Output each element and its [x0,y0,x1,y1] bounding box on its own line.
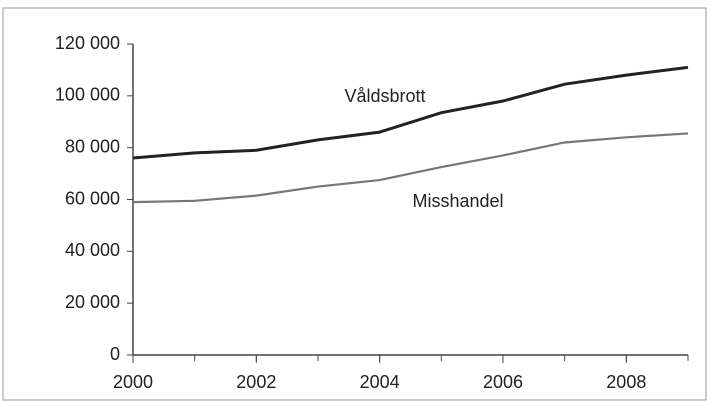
frame [2,7,707,401]
x-tick-label: 2008 [606,372,646,392]
y-tick-label: 20 000 [65,292,120,312]
y-tick-label: 80 000 [65,136,120,156]
y-tick-label: 40 000 [65,240,120,260]
y-tick-label: 60 000 [65,188,120,208]
series-line [132,65,689,160]
y-tick-label: 0 [110,344,120,364]
x-tick-label: 2004 [360,372,400,392]
x-tick-label: 2006 [483,372,523,392]
y-tick-label: 120 000 [55,33,120,53]
x-tick-label: 2000 [113,372,153,392]
y-tick-label: 100 000 [55,85,120,105]
series-line [132,132,689,204]
series-label: Misshandel [412,191,503,211]
series-label: Våldsbrott [344,86,425,106]
x-tick-label: 2002 [236,372,276,392]
